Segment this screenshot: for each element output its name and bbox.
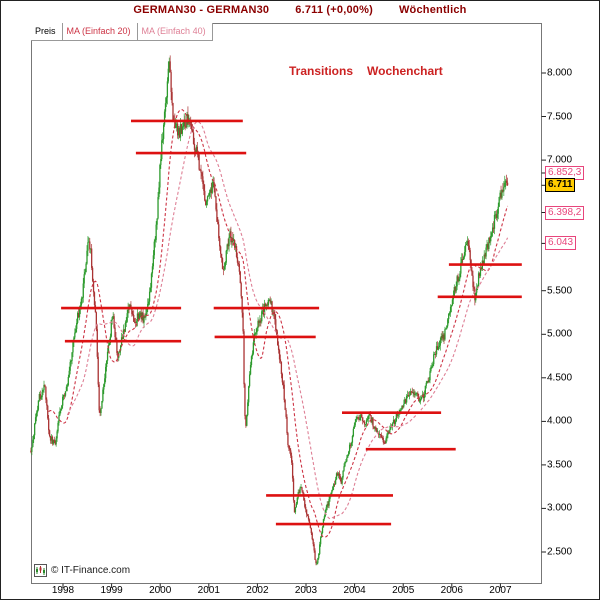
price-axis-label: 8.000 [547, 67, 573, 79]
price-axis-label: 7.000 [547, 154, 573, 166]
time-axis-label: 2002 [246, 585, 269, 596]
chart-title-timeframe: Wöchentlich [398, 4, 467, 16]
chart-title-symbol: GERMAN30 - GERMAN30 [133, 4, 270, 16]
legend-item-ma40: MA (Einfach 40) [137, 23, 213, 41]
legend-item-price: Preis [31, 23, 63, 41]
annotation-word-transitions: Transitions [289, 64, 354, 78]
legend-item-ma20: MA (Einfach 20) [62, 23, 138, 41]
chart-annotation: Transitions Wochenchart [289, 64, 443, 78]
time-axis-label: 2004 [343, 585, 366, 596]
time-axis-label: 2005 [392, 585, 415, 596]
time-axis-label: 2001 [197, 585, 220, 596]
chart-title: GERMAN30 - GERMAN30 6.711 (+0,00%) Wöche… [1, 4, 599, 16]
series-legend: Preis MA (Einfach 20) MA (Einfach 40) [31, 23, 213, 41]
price-axis-label: 3.000 [547, 502, 573, 514]
time-axis-label: 2007 [489, 585, 512, 596]
copyright-text: © IT-Finance.com [51, 565, 131, 576]
current-price-label: 6.711 [545, 178, 576, 193]
annotation-word-wochenchart: Wochenchart [367, 64, 443, 78]
time-axis-label: 1999 [100, 585, 123, 596]
time-axis-label: 2000 [149, 585, 172, 596]
level-price-label: 6.398,2 [545, 205, 585, 220]
price-axis-label: 4.000 [547, 415, 573, 427]
time-axis-label: 1998 [51, 585, 75, 596]
price-axis-label: 2.500 [547, 546, 573, 558]
price-axis-label: 4.500 [547, 372, 573, 384]
price-axis-label: 5.500 [547, 285, 573, 297]
time-axis-label: 2003 [294, 585, 318, 596]
level-price-label: 6.043 [545, 236, 577, 251]
chart-title-price: 6.711 (+0,00%) [295, 4, 373, 16]
time-axis-label: 2006 [440, 585, 463, 596]
price-axis-label: 5.000 [547, 328, 573, 340]
price-axis-label: 7.500 [547, 111, 573, 123]
price-axis-label: 3.500 [547, 459, 573, 471]
copyright: © IT-Finance.com [34, 564, 134, 577]
it-finance-logo-icon [34, 564, 47, 577]
